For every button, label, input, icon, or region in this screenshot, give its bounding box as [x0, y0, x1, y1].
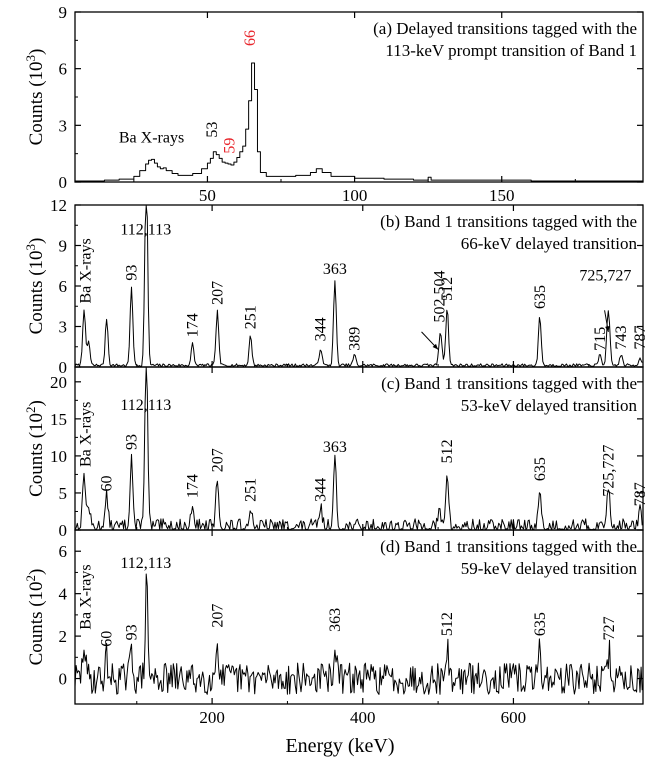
x-axis-label: Energy (keV) [285, 735, 394, 757]
y-tick-label: 5 [59, 484, 68, 503]
peak-label: 787 [632, 482, 648, 506]
peak-label: 635 [532, 457, 549, 481]
y-tick-label: 6 [59, 60, 68, 79]
panel-d: 0 2 4 6 200 400 600 Counts (102) (d) Band 1 tran… [23, 529, 644, 727]
plot-frame [74, 529, 644, 705]
panel-title-line-1: (c) Band 1 transitions tagged with the [381, 374, 637, 393]
peak-label: 59 [222, 138, 239, 154]
peak-label: 112,113 [120, 397, 171, 414]
panel-title-line-2: 53-keV delayed transition [461, 396, 638, 415]
peak-label: 715 [592, 327, 609, 351]
peak-label: 174 [185, 474, 202, 498]
y-tick-label: 20 [50, 373, 67, 392]
spectrum-trace [74, 366, 643, 531]
peak-label: 344 [313, 317, 330, 341]
y-axis-label: Counts (102) [23, 569, 47, 666]
y-tick-label: 9 [59, 237, 68, 256]
y-tick-label: 0 [59, 173, 68, 192]
panel-a: 0 3 6 9 50 100 150 Counts (103) (a) Delayed tran… [23, 3, 644, 205]
x-tick-label: 50 [199, 186, 216, 205]
y-tick-label: 6 [59, 277, 68, 296]
y-axis-label: Counts (102) [23, 400, 47, 497]
y-axis-label: Counts (103) [23, 49, 47, 146]
y-tick-label: 0 [59, 521, 68, 540]
peak-label: 93 [123, 624, 140, 640]
panel-title-line-1: (a) Delayed transitions tagged with the [373, 19, 637, 38]
peak-label: 174 [185, 313, 202, 337]
y-tick-label: 12 [50, 196, 67, 215]
peak-label: 363 [323, 439, 347, 456]
peak-label: Ba X-rays [78, 238, 95, 303]
y-tick-label: 2 [59, 627, 68, 646]
x-tick-label: 600 [501, 708, 527, 727]
y-tick-label: 0 [59, 358, 68, 377]
peak-label: 66 [242, 30, 259, 46]
peak-label: 251 [243, 305, 260, 329]
peak-label: 635 [532, 285, 549, 309]
peak-label: 787 [632, 325, 648, 349]
panel-b: 0 3 6 9 12 Counts (103) (b) Band 1 transitions… [23, 196, 648, 377]
peak-label: 389 [346, 327, 363, 351]
peak-label: 363 [327, 608, 344, 632]
peak-label: 251 [243, 478, 260, 502]
arrow-head [432, 343, 439, 350]
peak-label: 725,727 [600, 445, 617, 497]
y-tick-label: 10 [50, 447, 67, 466]
arrow-head [605, 326, 610, 332]
y-tick-label: 15 [50, 410, 67, 429]
y-tick-label: 6 [59, 542, 68, 561]
y-tick-label: 3 [59, 318, 68, 337]
x-tick-label: 200 [199, 708, 225, 727]
peak-label: 512 [439, 612, 456, 636]
peak-label: 512 [439, 277, 456, 301]
peak-label: 512 [439, 439, 456, 463]
peak-label: 60 [99, 631, 116, 647]
peak-label: 363 [323, 261, 347, 278]
y-axis-label: Counts (103) [23, 238, 47, 335]
y-tick-label: 9 [59, 3, 68, 22]
panel-title-line-2: 59-keV delayed transition [461, 559, 638, 578]
panel-title-line-1: (d) Band 1 transitions tagged with the [380, 537, 637, 556]
spectrum-trace [74, 205, 643, 367]
peak-label: 743 [613, 325, 630, 349]
peak-label: Ba X-rays [78, 402, 95, 467]
spectrum-trace [74, 573, 643, 695]
peak-label: 207 [209, 604, 226, 628]
x-tick-label: 100 [342, 186, 368, 205]
peak-label: 725,727 [579, 268, 631, 285]
peak-label: 635 [532, 612, 549, 636]
peak-label: 344 [313, 478, 330, 502]
y-tick-label: 4 [59, 585, 68, 604]
peak-label: 502,504 [432, 270, 449, 322]
x-tick-label: 400 [350, 708, 376, 727]
peak-label: 53 [204, 122, 221, 138]
peak-label: Ba X-rays [119, 129, 184, 146]
panel-title-line-2: 66-keV delayed transition [461, 234, 638, 253]
peak-label: 112,113 [120, 555, 171, 572]
peak-label: 207 [209, 281, 226, 305]
spectrum-trace [75, 62, 643, 182]
panel-title-line-2: 113-keV prompt transition of Band 1 [385, 41, 637, 60]
peak-label: Ba X-rays [78, 564, 95, 629]
x-tick-label: 150 [489, 186, 515, 205]
peak-label: 112,113 [120, 222, 171, 239]
peak-label: 727 [601, 616, 618, 640]
peak-label: 93 [123, 434, 140, 450]
panel-title-line-1: (b) Band 1 transitions tagged with the [380, 212, 637, 231]
peak-label: 60 [99, 475, 116, 491]
y-tick-label: 0 [59, 670, 68, 689]
peak-label: 93 [123, 265, 140, 281]
y-tick-label: 3 [59, 116, 68, 135]
peak-label: 207 [209, 448, 226, 472]
